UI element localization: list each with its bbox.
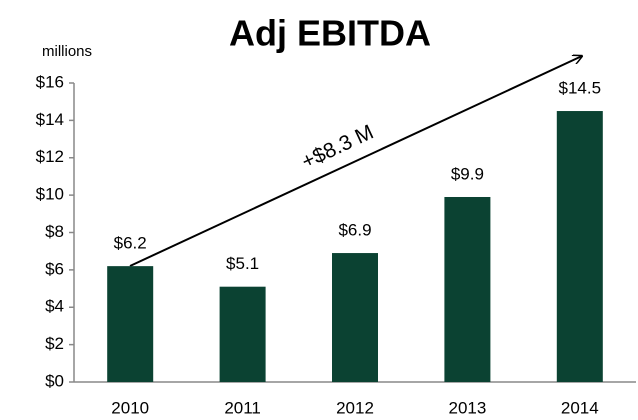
bar — [107, 266, 154, 382]
y-tick-label: $8 — [45, 222, 64, 241]
value-label: $5.1 — [226, 254, 259, 273]
y-tick-label: $16 — [36, 72, 64, 91]
bar — [219, 286, 266, 382]
bar — [444, 196, 491, 382]
trend-arrow — [129, 56, 582, 267]
x-tick-label: 2013 — [448, 398, 486, 417]
x-tick-label: 2011 — [224, 398, 261, 417]
y-tick-label: $4 — [45, 297, 64, 316]
x-tick-label: 2012 — [336, 398, 374, 417]
y-tick-label: $2 — [45, 334, 64, 353]
bar — [556, 111, 603, 382]
y-tick-label: $14 — [36, 110, 64, 129]
x-tick-label: 2010 — [111, 398, 149, 417]
value-label: $14.5 — [559, 79, 602, 98]
bar — [332, 253, 378, 382]
y-tick-label: $6 — [45, 259, 64, 278]
x-tick-label: 2014 — [561, 398, 599, 417]
y-tick-label: $10 — [36, 185, 64, 204]
chart-title: Adj EBITDA — [229, 13, 431, 54]
value-label: $6.2 — [114, 234, 147, 253]
annotation: +$8.3 M — [298, 121, 377, 174]
value-label: $6.9 — [338, 221, 371, 240]
y-tick-label: $12 — [36, 147, 64, 166]
y-tick-label: $0 — [45, 371, 64, 390]
value-label: $9.9 — [451, 164, 484, 183]
y-axis-label: millions — [42, 43, 92, 60]
